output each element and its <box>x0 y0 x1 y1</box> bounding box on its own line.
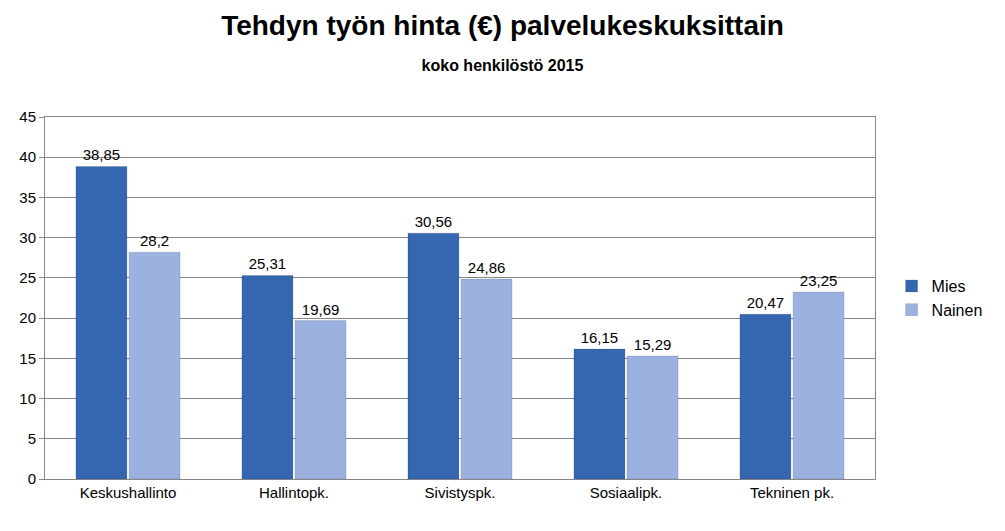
svg-text:20: 20 <box>19 309 36 326</box>
svg-text:15: 15 <box>19 350 36 367</box>
svg-text:20,47: 20,47 <box>747 294 785 311</box>
svg-text:35: 35 <box>19 189 36 206</box>
svg-text:15,29: 15,29 <box>634 336 672 353</box>
svg-text:Tehdyn työn hinta (€) palveluk: Tehdyn työn hinta (€) palvelukeskuksitta… <box>221 10 784 74</box>
svg-text:Sivistyspk.: Sivistyspk. <box>425 484 496 501</box>
svg-text:Tekninen pk.: Tekninen pk. <box>750 484 834 501</box>
svg-text:23,25: 23,25 <box>800 272 838 289</box>
svg-text:5: 5 <box>28 430 36 447</box>
svg-text:Keskushallinto: Keskushallinto <box>80 484 177 501</box>
svg-text:25: 25 <box>19 269 36 286</box>
svg-text:Nainen: Nainen <box>932 302 983 319</box>
svg-text:28,2: 28,2 <box>140 232 169 249</box>
svg-text:25,31: 25,31 <box>249 255 287 272</box>
svg-text:Mies: Mies <box>932 278 966 295</box>
svg-text:45: 45 <box>19 108 36 125</box>
svg-text:38,85: 38,85 <box>83 146 121 163</box>
svg-text:Sosiaalipk.: Sosiaalipk. <box>590 484 663 501</box>
svg-text:10: 10 <box>19 390 36 407</box>
svg-text:24,86: 24,86 <box>468 259 506 276</box>
svg-text:30,56: 30,56 <box>415 213 453 230</box>
svg-text:0: 0 <box>28 470 36 487</box>
svg-text:Hallintopk.: Hallintopk. <box>259 484 329 501</box>
svg-text:16,15: 16,15 <box>581 329 619 346</box>
svg-text:40: 40 <box>19 148 36 165</box>
svg-text:30: 30 <box>19 229 36 246</box>
svg-text:19,69: 19,69 <box>302 301 340 318</box>
